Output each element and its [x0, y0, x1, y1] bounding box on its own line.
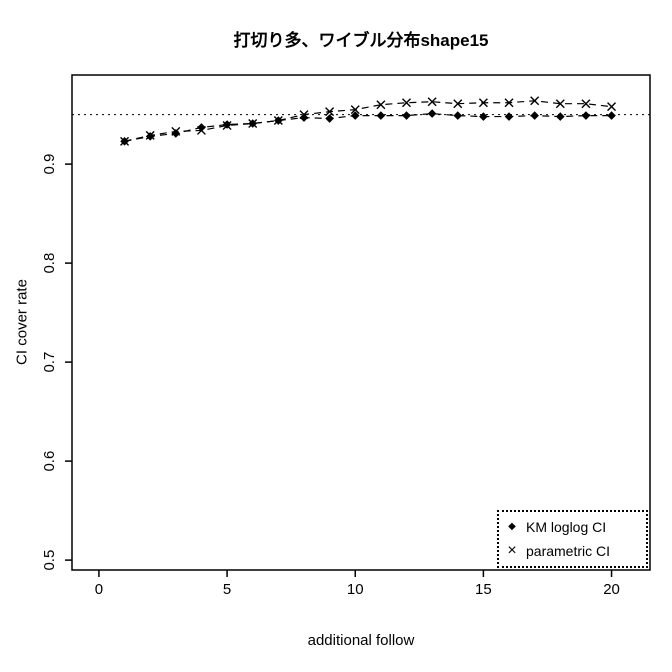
x-marker: [555, 99, 565, 109]
x-marker-icon: ×: [507, 541, 517, 559]
diamond-marker: [222, 120, 232, 129]
x-marker: [607, 102, 617, 112]
y-axis-label: CI cover rate: [13, 279, 31, 365]
legend-entry-parametric: × parametric CI: [505, 541, 640, 559]
diamond-marker: [145, 132, 155, 141]
x-tick-label: 20: [603, 581, 620, 598]
legend-label-parametric: parametric CI: [526, 542, 611, 559]
y-tick-label: 0.7: [41, 352, 58, 373]
diamond-marker: [171, 129, 181, 138]
x-marker: [273, 116, 283, 126]
diamond-marker: [555, 112, 565, 121]
y-axis: 0.5 0.6 0.7 0.8 0.9: [41, 154, 72, 571]
diamond-marker: [530, 111, 539, 120]
diamond-marker: [479, 112, 488, 121]
diamond-marker: [607, 111, 616, 120]
legend-entry-km-loglog: ◆ KM loglog CI: [505, 520, 640, 534]
x-marker: [325, 107, 335, 117]
x-marker: [376, 100, 386, 110]
diamond-marker: [197, 123, 206, 132]
x-marker: [196, 125, 206, 135]
x-axis-label: additional follow: [307, 632, 415, 649]
diamond-marker: [350, 111, 360, 120]
y-tick-label: 0.9: [41, 154, 58, 175]
diamond-marker: [453, 111, 463, 120]
x-marker: [478, 98, 488, 108]
diamond-marker: [427, 109, 437, 118]
x-tick-label: 5: [223, 581, 231, 598]
x-marker: [427, 97, 437, 107]
plot-box: [71, 74, 651, 571]
diamond-marker: [402, 111, 411, 120]
x-marker: [299, 110, 309, 120]
x-marker: [145, 130, 155, 140]
diamond-marker: [504, 112, 514, 121]
x-marker: [120, 136, 130, 146]
diamond-marker: [325, 114, 334, 123]
x-marker: [402, 98, 411, 108]
x-tick-label: 15: [475, 581, 492, 598]
x-marker: [453, 99, 463, 109]
x-marker: [171, 126, 181, 136]
x-marker: [581, 99, 591, 109]
x-marker: [350, 105, 360, 115]
x-tick-label: 0: [95, 581, 103, 598]
legend: ◆ KM loglog CI × parametric CI: [497, 510, 648, 568]
chart-title: 打切り多、ワイブル分布shape15: [233, 31, 489, 50]
diamond-marker-icon: ◆: [508, 520, 516, 532]
diamond-marker: [581, 111, 591, 120]
y-tick-label: 0.6: [41, 451, 58, 472]
x-marker: [504, 98, 514, 108]
y-tick-label: 0.8: [41, 253, 58, 274]
diamond-marker: [299, 113, 309, 122]
series-parametric-ci: [120, 96, 617, 146]
x-marker: [530, 96, 540, 106]
diamond-marker: [376, 111, 386, 120]
x-marker: [248, 119, 258, 129]
y-tick-label: 0.5: [41, 550, 58, 571]
series-line: [124, 113, 612, 142]
legend-label-km-loglog: KM loglog CI: [526, 518, 607, 535]
x-marker: [222, 120, 232, 130]
x-axis: 0 5 10 15 20: [95, 570, 620, 598]
series-line: [124, 100, 612, 142]
x-tick-label: 10: [347, 581, 364, 598]
